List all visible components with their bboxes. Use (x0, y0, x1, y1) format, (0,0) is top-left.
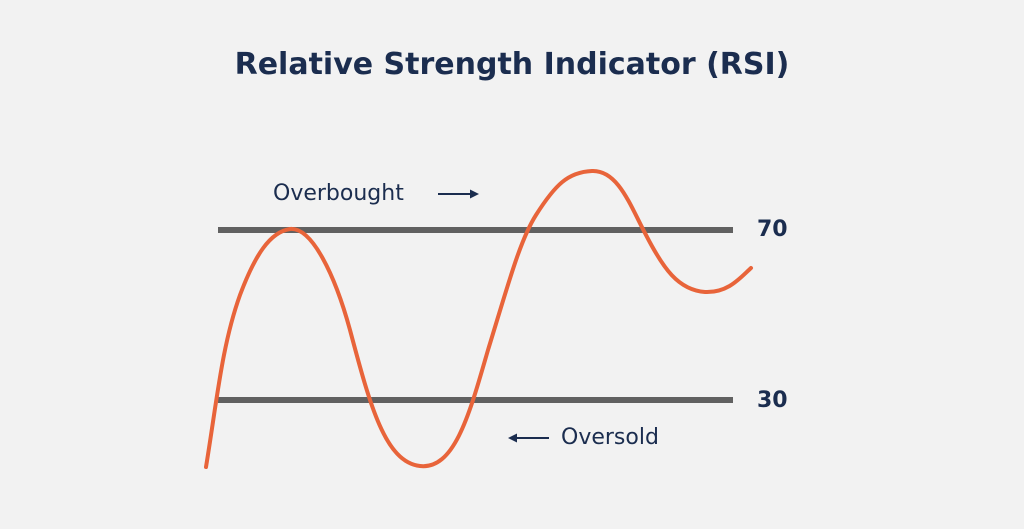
upper-level-label: 70 (757, 217, 788, 242)
lower-level-label: 30 (757, 388, 788, 413)
arrow-right-icon (438, 189, 479, 199)
diagram-title: Relative Strength Indicator (RSI) (235, 47, 790, 82)
rsi-line (204, 168, 753, 469)
oversold-label: Oversold (561, 425, 659, 450)
arrow-left-icon (508, 433, 549, 443)
overbought-label: Overbought (273, 181, 404, 206)
